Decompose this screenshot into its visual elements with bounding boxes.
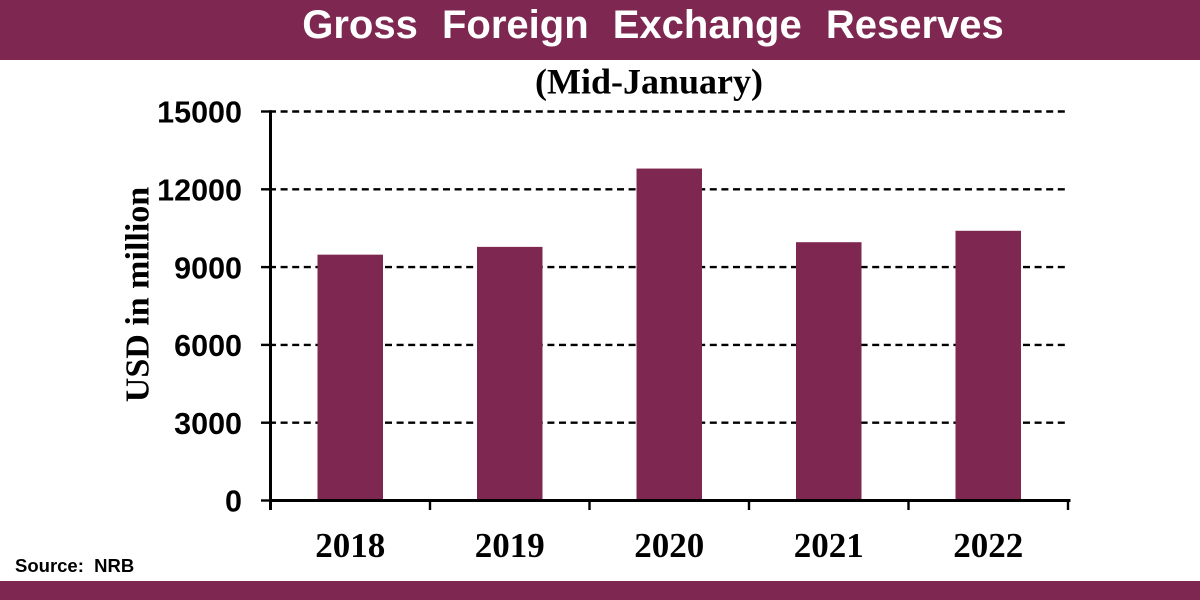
chart-title: Gross Foreign Exchange Reserves (302, 3, 1004, 47)
y-tick-label-12000: 12000 (157, 173, 242, 207)
bar-2021 (796, 242, 862, 501)
y-axis-title: USD in million (120, 187, 157, 402)
y-tick-label-6000: 6000 (174, 329, 242, 363)
bar-2018 (317, 254, 383, 501)
y-tick-label-9000: 9000 (174, 251, 242, 285)
source-label: Source: (15, 554, 84, 576)
source-value: NRB (94, 554, 135, 576)
bar-2020 (636, 168, 702, 501)
y-tick-label-3000: 3000 (174, 407, 242, 441)
x-label-2019: 2019 (475, 526, 545, 565)
x-label-2021: 2021 (794, 526, 864, 565)
bar-2022 (955, 230, 1021, 501)
source-note: Source: NRB (15, 555, 134, 577)
x-label-2020: 2020 (634, 526, 704, 565)
footer-bar (0, 581, 1200, 600)
y-tick-label-15000: 15000 (157, 96, 242, 130)
x-label-2022: 2022 (953, 526, 1023, 565)
chart-subtitle: (Mid-January) (535, 62, 763, 102)
header-bar: Gross Foreign Exchange Reserves (0, 0, 1200, 60)
y-tick-label-0: 0 (225, 485, 242, 519)
bar-2019 (477, 246, 543, 501)
x-label-2018: 2018 (315, 526, 385, 565)
